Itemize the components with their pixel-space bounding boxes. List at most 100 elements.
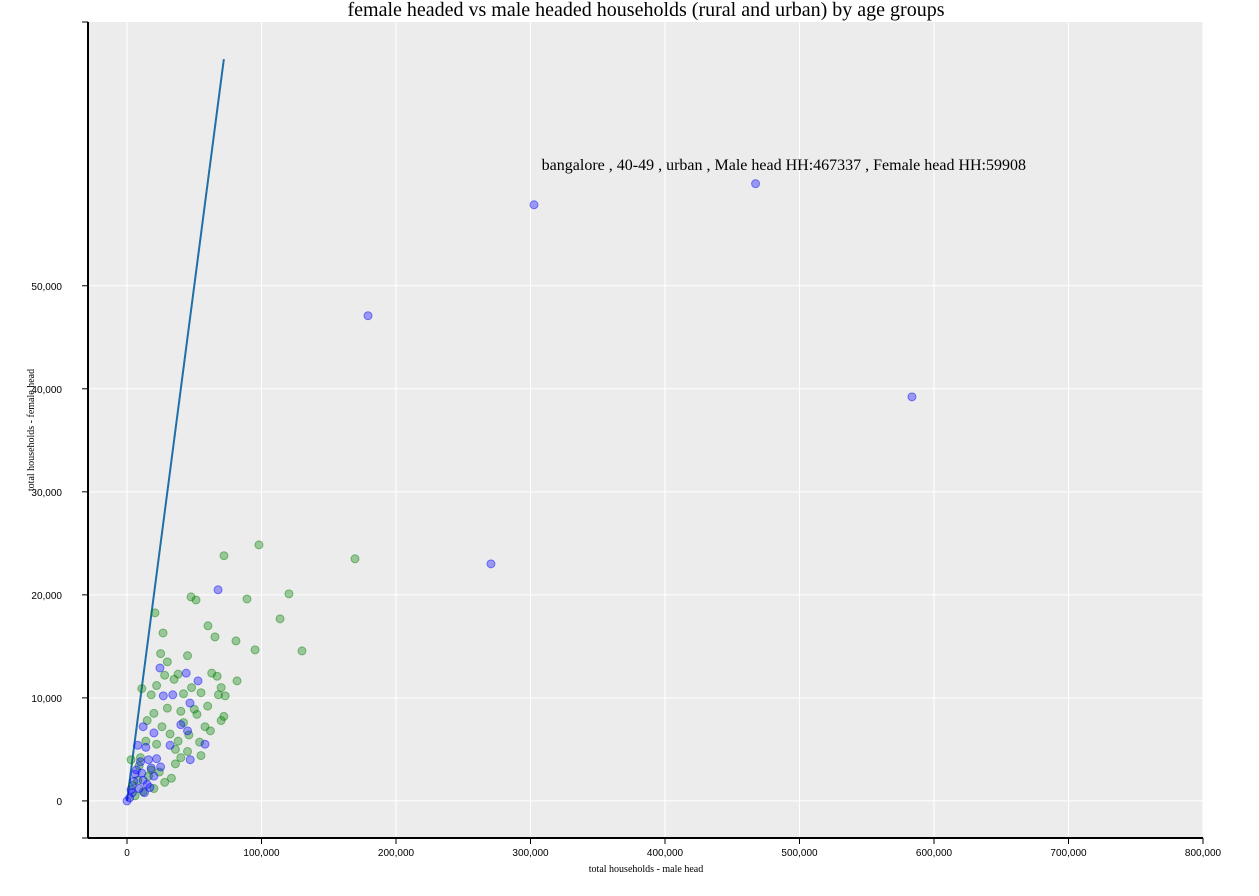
- x-tick-label: 100,000: [243, 848, 280, 859]
- y-tick-label: 50,000: [31, 282, 62, 293]
- point: [907, 392, 917, 402]
- point: [144, 755, 154, 765]
- point: [250, 645, 260, 655]
- point: [193, 676, 203, 686]
- point: [158, 628, 168, 638]
- point: [212, 671, 222, 681]
- point: [138, 775, 148, 785]
- annotation: bangalore , 40-49 , urban , Male head HH…: [542, 157, 1026, 174]
- point: [187, 683, 197, 693]
- y-tick-label: 0: [56, 797, 62, 808]
- point: [142, 779, 152, 789]
- point: [152, 681, 162, 691]
- point: [192, 709, 202, 719]
- point: [146, 765, 156, 775]
- point: [142, 716, 152, 726]
- point: [130, 791, 140, 801]
- point: [156, 762, 166, 772]
- point: [297, 646, 307, 656]
- point: [166, 773, 176, 783]
- point: [130, 769, 140, 779]
- point: [210, 632, 220, 642]
- y-tick-label: 20,000: [31, 591, 62, 602]
- point: [162, 703, 172, 713]
- point: [220, 691, 230, 701]
- x-tick-label: 0: [124, 848, 130, 859]
- point: [150, 608, 160, 618]
- point: [156, 649, 166, 659]
- point: [183, 651, 193, 661]
- point: [185, 755, 195, 765]
- point: [127, 788, 137, 798]
- point: [160, 670, 170, 680]
- point: [125, 793, 135, 803]
- point: [184, 730, 194, 740]
- point: [207, 668, 217, 678]
- point: [200, 722, 210, 732]
- point: [141, 736, 151, 746]
- point: [139, 788, 149, 798]
- point: [232, 676, 242, 686]
- point: [149, 771, 159, 781]
- point: [275, 614, 285, 624]
- point: [219, 551, 229, 561]
- point: [205, 726, 215, 736]
- point: [149, 708, 159, 718]
- point: [173, 736, 183, 746]
- x-tick-label: 500,000: [781, 848, 818, 859]
- point: [126, 755, 136, 765]
- point: [134, 784, 144, 794]
- point: [149, 784, 159, 794]
- x-tick-label: 600,000: [916, 848, 953, 859]
- point: [213, 690, 223, 700]
- point: [529, 200, 539, 210]
- point: [189, 704, 199, 714]
- point: [284, 589, 294, 599]
- point: [146, 690, 156, 700]
- point: [155, 663, 165, 673]
- point: [213, 585, 223, 595]
- point: [176, 753, 186, 763]
- point: [131, 765, 141, 775]
- point: [195, 737, 205, 747]
- point: [158, 691, 168, 701]
- point: [186, 592, 196, 602]
- point: [231, 636, 241, 646]
- point: [145, 783, 155, 793]
- point: [135, 757, 145, 767]
- point: [149, 728, 159, 738]
- point: [162, 657, 172, 667]
- point: [137, 768, 147, 778]
- point: [137, 684, 147, 694]
- point: [141, 742, 151, 752]
- point: [169, 674, 179, 684]
- point: [157, 722, 167, 732]
- point: [350, 554, 360, 564]
- point: [196, 751, 206, 761]
- grid: [88, 22, 1204, 838]
- y-tick-label: 40,000: [31, 385, 62, 396]
- point: [203, 701, 213, 711]
- point: [219, 711, 229, 721]
- point: [134, 761, 144, 771]
- point: [168, 690, 178, 700]
- point: [152, 754, 162, 764]
- point: [254, 540, 264, 550]
- point: [185, 698, 195, 708]
- point: [165, 740, 175, 750]
- point: [165, 729, 175, 739]
- point: [183, 746, 193, 756]
- point: [173, 669, 183, 679]
- y-axis-label: total households - female head: [26, 369, 37, 491]
- x-tick-label: 400,000: [647, 848, 684, 859]
- point: [216, 683, 226, 693]
- point: [196, 688, 206, 698]
- point: [170, 759, 180, 769]
- point: [216, 716, 226, 726]
- point: [133, 775, 143, 785]
- point: [363, 311, 373, 321]
- point: [160, 777, 170, 787]
- x-tick-label: 700,000: [1050, 848, 1087, 859]
- point: [181, 668, 191, 678]
